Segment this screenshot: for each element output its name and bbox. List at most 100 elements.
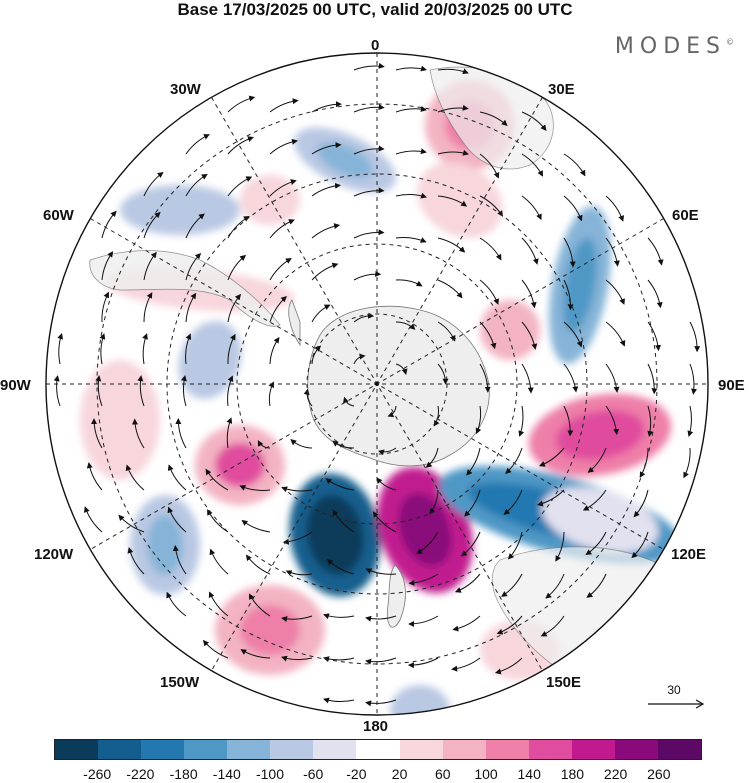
wind-arrow [332, 440, 355, 449]
colorbar-tick-label: 180 [560, 766, 585, 782]
wind-arrow [101, 210, 117, 239]
colorbar-tick-label: -140 [212, 766, 241, 782]
wind-arrow [281, 655, 313, 662]
wind-arrow [353, 104, 385, 113]
wind-arrow [353, 353, 366, 365]
wind-arrow [185, 292, 197, 323]
wind-arrow [269, 258, 292, 281]
lon-label-150w: 150W [160, 674, 200, 691]
lon-label-90w: 90W [0, 377, 31, 394]
wind-arrow [303, 388, 313, 407]
wind-arrow [395, 279, 423, 287]
wind-arrow [323, 697, 355, 704]
wind-arrow [269, 219, 295, 239]
continent-new-zealand [386, 564, 406, 628]
wind-arrow [353, 187, 385, 197]
wind-arrow [582, 489, 607, 511]
colorbar-tick-label: 260 [647, 766, 671, 782]
wind-arrow [185, 213, 205, 239]
wind-arrow [555, 531, 565, 562]
wind-arrow [563, 321, 583, 348]
wind-arrow [378, 447, 397, 456]
wind-arrow [166, 591, 187, 617]
colorbar-swatch [399, 740, 443, 759]
wind-arrow [227, 254, 247, 281]
wind-arrow [689, 321, 701, 353]
wind-arrow [437, 321, 456, 342]
wind-arrow [521, 237, 539, 265]
wind-arrow [365, 657, 397, 665]
wind-arrow [240, 649, 271, 659]
wind-arrow [372, 511, 397, 533]
wind-arrow [501, 573, 523, 597]
colorbar-tick-label: -260 [83, 766, 112, 782]
wind-arrow [563, 363, 579, 393]
wind-arrow [633, 489, 649, 518]
wind-arrow [326, 558, 355, 575]
wind-arrow [521, 321, 538, 350]
wind-arrow [323, 656, 355, 663]
wind-arrow [83, 506, 103, 533]
wind-arrow [269, 336, 280, 365]
wind-arrow [208, 591, 229, 617]
wind-arrow [86, 462, 103, 491]
colorbar-swatch [313, 740, 357, 759]
wind-arrow [563, 195, 583, 222]
wind-arrow [433, 405, 440, 427]
anomaly-contour [306, 495, 364, 575]
wind-arrow [142, 333, 148, 365]
wind-arrow [376, 477, 397, 491]
wind-arrow [365, 615, 397, 622]
wind-arrow [226, 417, 233, 449]
wind-arrow [503, 489, 523, 515]
wind-arrow [365, 568, 397, 575]
wind-arrow [475, 405, 482, 435]
wind-arrow [464, 489, 481, 517]
lon-label-30e: 30E [548, 81, 575, 98]
wind-arrow [479, 279, 499, 305]
wind-arrow [127, 547, 145, 575]
wind-arrow [631, 531, 649, 559]
wind-arrow [437, 195, 468, 207]
anomaly-contour [80, 360, 160, 480]
wind-arrow [185, 134, 210, 155]
wind-arrow [185, 333, 192, 365]
wind-arrow [227, 375, 234, 407]
anomaly-contour [555, 410, 645, 460]
colorbar-swatch [485, 740, 529, 759]
polar-map [45, 52, 709, 716]
lon-label-180: 180 [363, 718, 389, 735]
wind-arrow [285, 570, 313, 576]
wind-arrow [647, 237, 664, 266]
anomaly-contour [398, 493, 452, 567]
wind-arrow [311, 223, 341, 239]
anomaly-contour [215, 443, 265, 487]
wind-arrow [227, 293, 242, 323]
wind-arrow [437, 279, 463, 299]
wind-arrow [53, 375, 61, 407]
wind-arrow [586, 573, 607, 598]
anomaly-contour [178, 321, 242, 399]
wind-arrow [605, 279, 625, 305]
wind-arrow [202, 639, 229, 659]
wind-arrow [521, 279, 537, 309]
wind-arrow [683, 447, 691, 479]
wind-arrow [311, 262, 339, 281]
wind-arrow [521, 363, 534, 394]
wind-arrow [269, 296, 287, 323]
colorbar-tick-label: 100 [474, 766, 498, 782]
wind-arrow [167, 506, 187, 533]
wind-arrow [395, 105, 427, 113]
wind-arrow [91, 418, 103, 449]
wind-arrow [395, 148, 427, 155]
wind-arrow [647, 363, 658, 395]
wind-arrow [395, 236, 427, 243]
wind-arrow [639, 447, 649, 478]
wind-arrow [205, 468, 229, 491]
wind-arrow [227, 136, 254, 155]
wind-arrow [269, 179, 297, 197]
wind-arrow [143, 172, 164, 197]
colorbar-tick-label: -20 [346, 766, 367, 782]
colorbar-swatch [657, 740, 701, 759]
reference-arrow-icon [648, 699, 705, 709]
